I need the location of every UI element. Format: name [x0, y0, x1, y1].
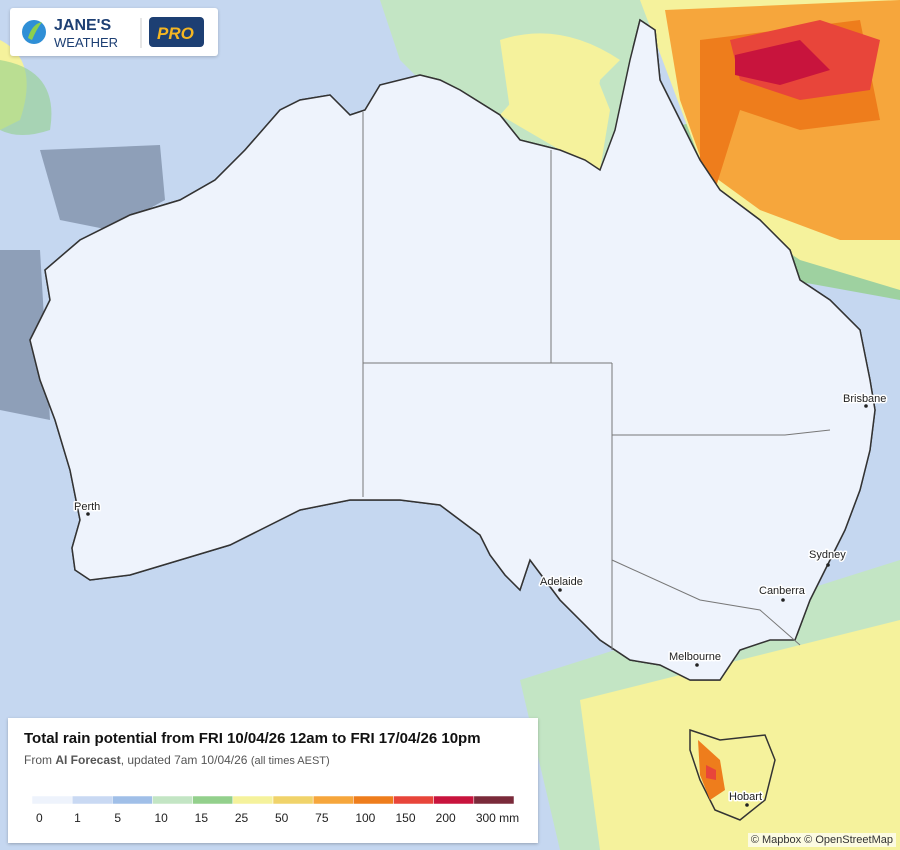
scale-label: 10 [155, 811, 169, 825]
legend-source: From AI Forecast, updated 7am 10/04/26 (… [24, 753, 330, 767]
scale-swatch [433, 795, 475, 805]
scale-swatch [473, 795, 515, 805]
scale-label: 15 [195, 811, 209, 825]
rain-area [0, 250, 50, 420]
scale-label: 25 [235, 811, 249, 825]
rain-area [0, 60, 52, 135]
pro-badge [149, 17, 204, 47]
scale-swatch [232, 795, 274, 805]
scale-swatch [353, 795, 394, 805]
scale-swatch [71, 795, 113, 805]
scale-label: 0 [36, 811, 43, 825]
scale-label: 75 [315, 811, 329, 825]
rain-area [500, 60, 610, 170]
scale-swatch [152, 795, 193, 805]
scale-swatch [31, 795, 73, 805]
logo-brand: WEATHER [54, 35, 118, 50]
city-label: Brisbane [843, 393, 886, 405]
attribution[interactable]: © Mapbox © OpenStreetMap [747, 833, 896, 847]
city-dots [86, 404, 868, 807]
legend-scale: 0 1 5 10 15 25 50 75 100 150 200 300 mm [31, 795, 519, 825]
city-label: Melbourne [669, 651, 721, 663]
source-note: (all times AEST) [250, 755, 330, 767]
scale-label: 200 [436, 811, 456, 825]
rain-area [706, 765, 716, 780]
source-model: AI Forecast [55, 753, 121, 767]
scale-label: 50 [275, 811, 289, 825]
scale-label: 300 mm [476, 811, 519, 825]
scale-swatch [192, 795, 234, 805]
city-label: Canberra [759, 585, 806, 597]
source-text: From [24, 753, 56, 767]
scale-label: 5 [114, 811, 121, 825]
scale-swatch [112, 795, 153, 805]
city-label: Adelaide [540, 576, 583, 588]
rain-area [40, 145, 165, 230]
pro-label: PRO [157, 24, 194, 43]
city-label: Perth [74, 501, 100, 513]
scale-label: 1 [74, 811, 81, 825]
state-borders [362, 112, 831, 650]
logo[interactable]: JANE'S WEATHER PRO [10, 8, 218, 56]
city-label: Sydney [809, 549, 846, 561]
scale-label: 150 [396, 811, 416, 825]
logo-graphic: JANE'S WEATHER PRO [22, 17, 204, 50]
scale-label: 100 [355, 811, 375, 825]
legend-title: Total rain potential from FRI 10/04/26 1… [24, 730, 481, 747]
scale-swatch [393, 795, 434, 805]
rain-area [735, 40, 830, 85]
scale-swatch [272, 795, 314, 805]
rain-area [580, 620, 900, 850]
logo-leaf [28, 22, 42, 40]
legend: Total rain potential from FRI 10/04/26 1… [8, 718, 538, 843]
source-text: , updated 7am 10/04/26 [120, 753, 248, 767]
scale-swatch [312, 795, 354, 805]
city-label: Hobart [729, 791, 762, 803]
logo-brand: JANE'S [54, 17, 111, 34]
